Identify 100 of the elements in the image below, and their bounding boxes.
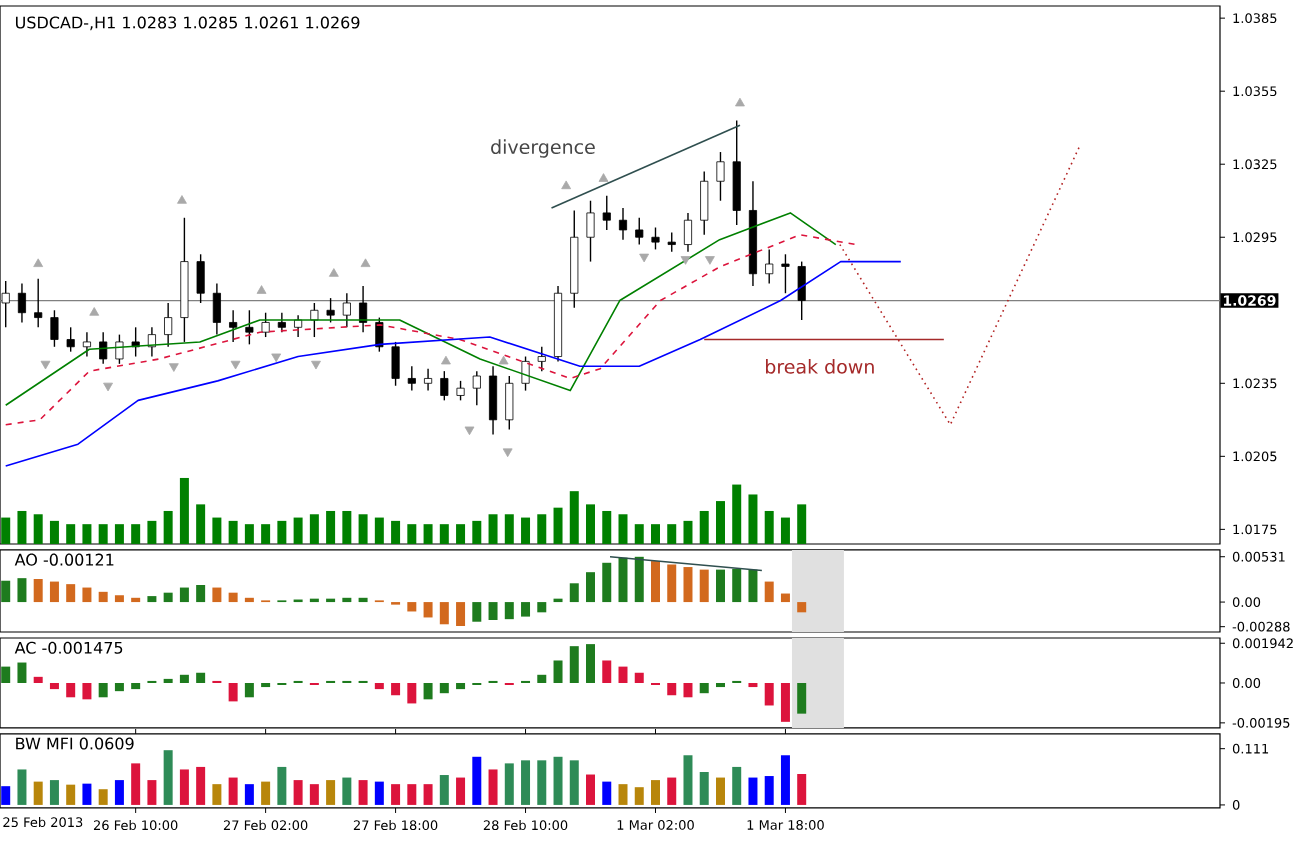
bar [764, 581, 774, 603]
bar [82, 587, 92, 603]
bar [131, 524, 141, 544]
bar [537, 760, 547, 805]
bar [261, 682, 271, 688]
candlestick [521, 355, 530, 392]
candlestick [797, 260, 806, 321]
bar [179, 769, 189, 805]
candlestick [310, 302, 319, 338]
bar [196, 672, 206, 683]
bar [488, 514, 498, 544]
point [177, 195, 187, 204]
bar [212, 587, 222, 603]
bar [488, 602, 498, 621]
bar [683, 682, 693, 698]
bar [407, 524, 417, 544]
bar [699, 569, 709, 603]
candlestick [700, 170, 709, 236]
bar [277, 766, 287, 805]
bar [618, 784, 628, 805]
bar [423, 524, 433, 544]
bar [715, 682, 725, 688]
point [168, 363, 179, 372]
bar [472, 602, 482, 622]
bar [586, 644, 596, 683]
bar [179, 477, 189, 544]
bar [33, 514, 43, 544]
bar [1, 517, 11, 544]
candlestick [342, 292, 351, 329]
bar [82, 682, 92, 700]
point [561, 180, 572, 190]
bar [49, 682, 59, 690]
point [498, 355, 509, 365]
bar [699, 682, 709, 694]
candlestick [229, 309, 238, 343]
candlestick [407, 365, 416, 392]
bar [326, 780, 336, 805]
bar [1, 580, 11, 603]
bar [407, 784, 417, 805]
candlestick [261, 312, 270, 338]
bar [309, 514, 319, 544]
bar [374, 781, 384, 805]
bar [147, 780, 157, 805]
annotation: break down [766, 359, 874, 374]
bar [17, 510, 27, 544]
bar [618, 666, 628, 683]
bar [98, 682, 108, 698]
bar [569, 491, 579, 544]
bar [228, 682, 238, 702]
candlestick [196, 253, 205, 304]
bar [293, 517, 303, 544]
bar [569, 646, 579, 683]
candlestick [164, 302, 173, 348]
bar [147, 520, 157, 544]
bar [602, 660, 612, 683]
candlestick [683, 212, 693, 253]
bar [715, 501, 725, 544]
point [89, 307, 100, 316]
bar [228, 520, 238, 544]
bar [82, 783, 92, 805]
point [256, 285, 267, 294]
bar [634, 672, 644, 683]
bar [667, 682, 677, 696]
bar [586, 572, 596, 603]
candlestick [326, 297, 335, 324]
bar [521, 517, 531, 544]
bar [423, 602, 433, 618]
bar [780, 682, 790, 722]
candlestick [66, 326, 75, 353]
bar [342, 597, 352, 603]
bar [683, 567, 693, 603]
bar [439, 602, 449, 625]
point [464, 426, 475, 436]
bar [49, 581, 59, 603]
bar [358, 514, 368, 544]
bar [651, 780, 660, 805]
candlestick [537, 346, 546, 372]
bar [456, 602, 466, 626]
bar [179, 674, 189, 683]
bar [456, 777, 466, 805]
bar [17, 578, 27, 603]
bar [504, 602, 514, 620]
bar [114, 595, 124, 603]
bar [66, 682, 76, 698]
bar [391, 520, 401, 544]
candlestick [17, 282, 27, 324]
annotation: divergence [491, 139, 595, 158]
chart-title: AC -0.001475 [14, 641, 123, 654]
bar [667, 777, 677, 805]
bar [261, 781, 271, 805]
point [271, 353, 282, 363]
bar [82, 524, 92, 544]
candlestick [651, 226, 660, 251]
bar [228, 777, 238, 805]
bar [651, 524, 660, 544]
bar [797, 774, 807, 805]
bar [374, 682, 384, 690]
point [502, 448, 513, 458]
candlestick [716, 151, 725, 202]
bar [244, 784, 254, 805]
